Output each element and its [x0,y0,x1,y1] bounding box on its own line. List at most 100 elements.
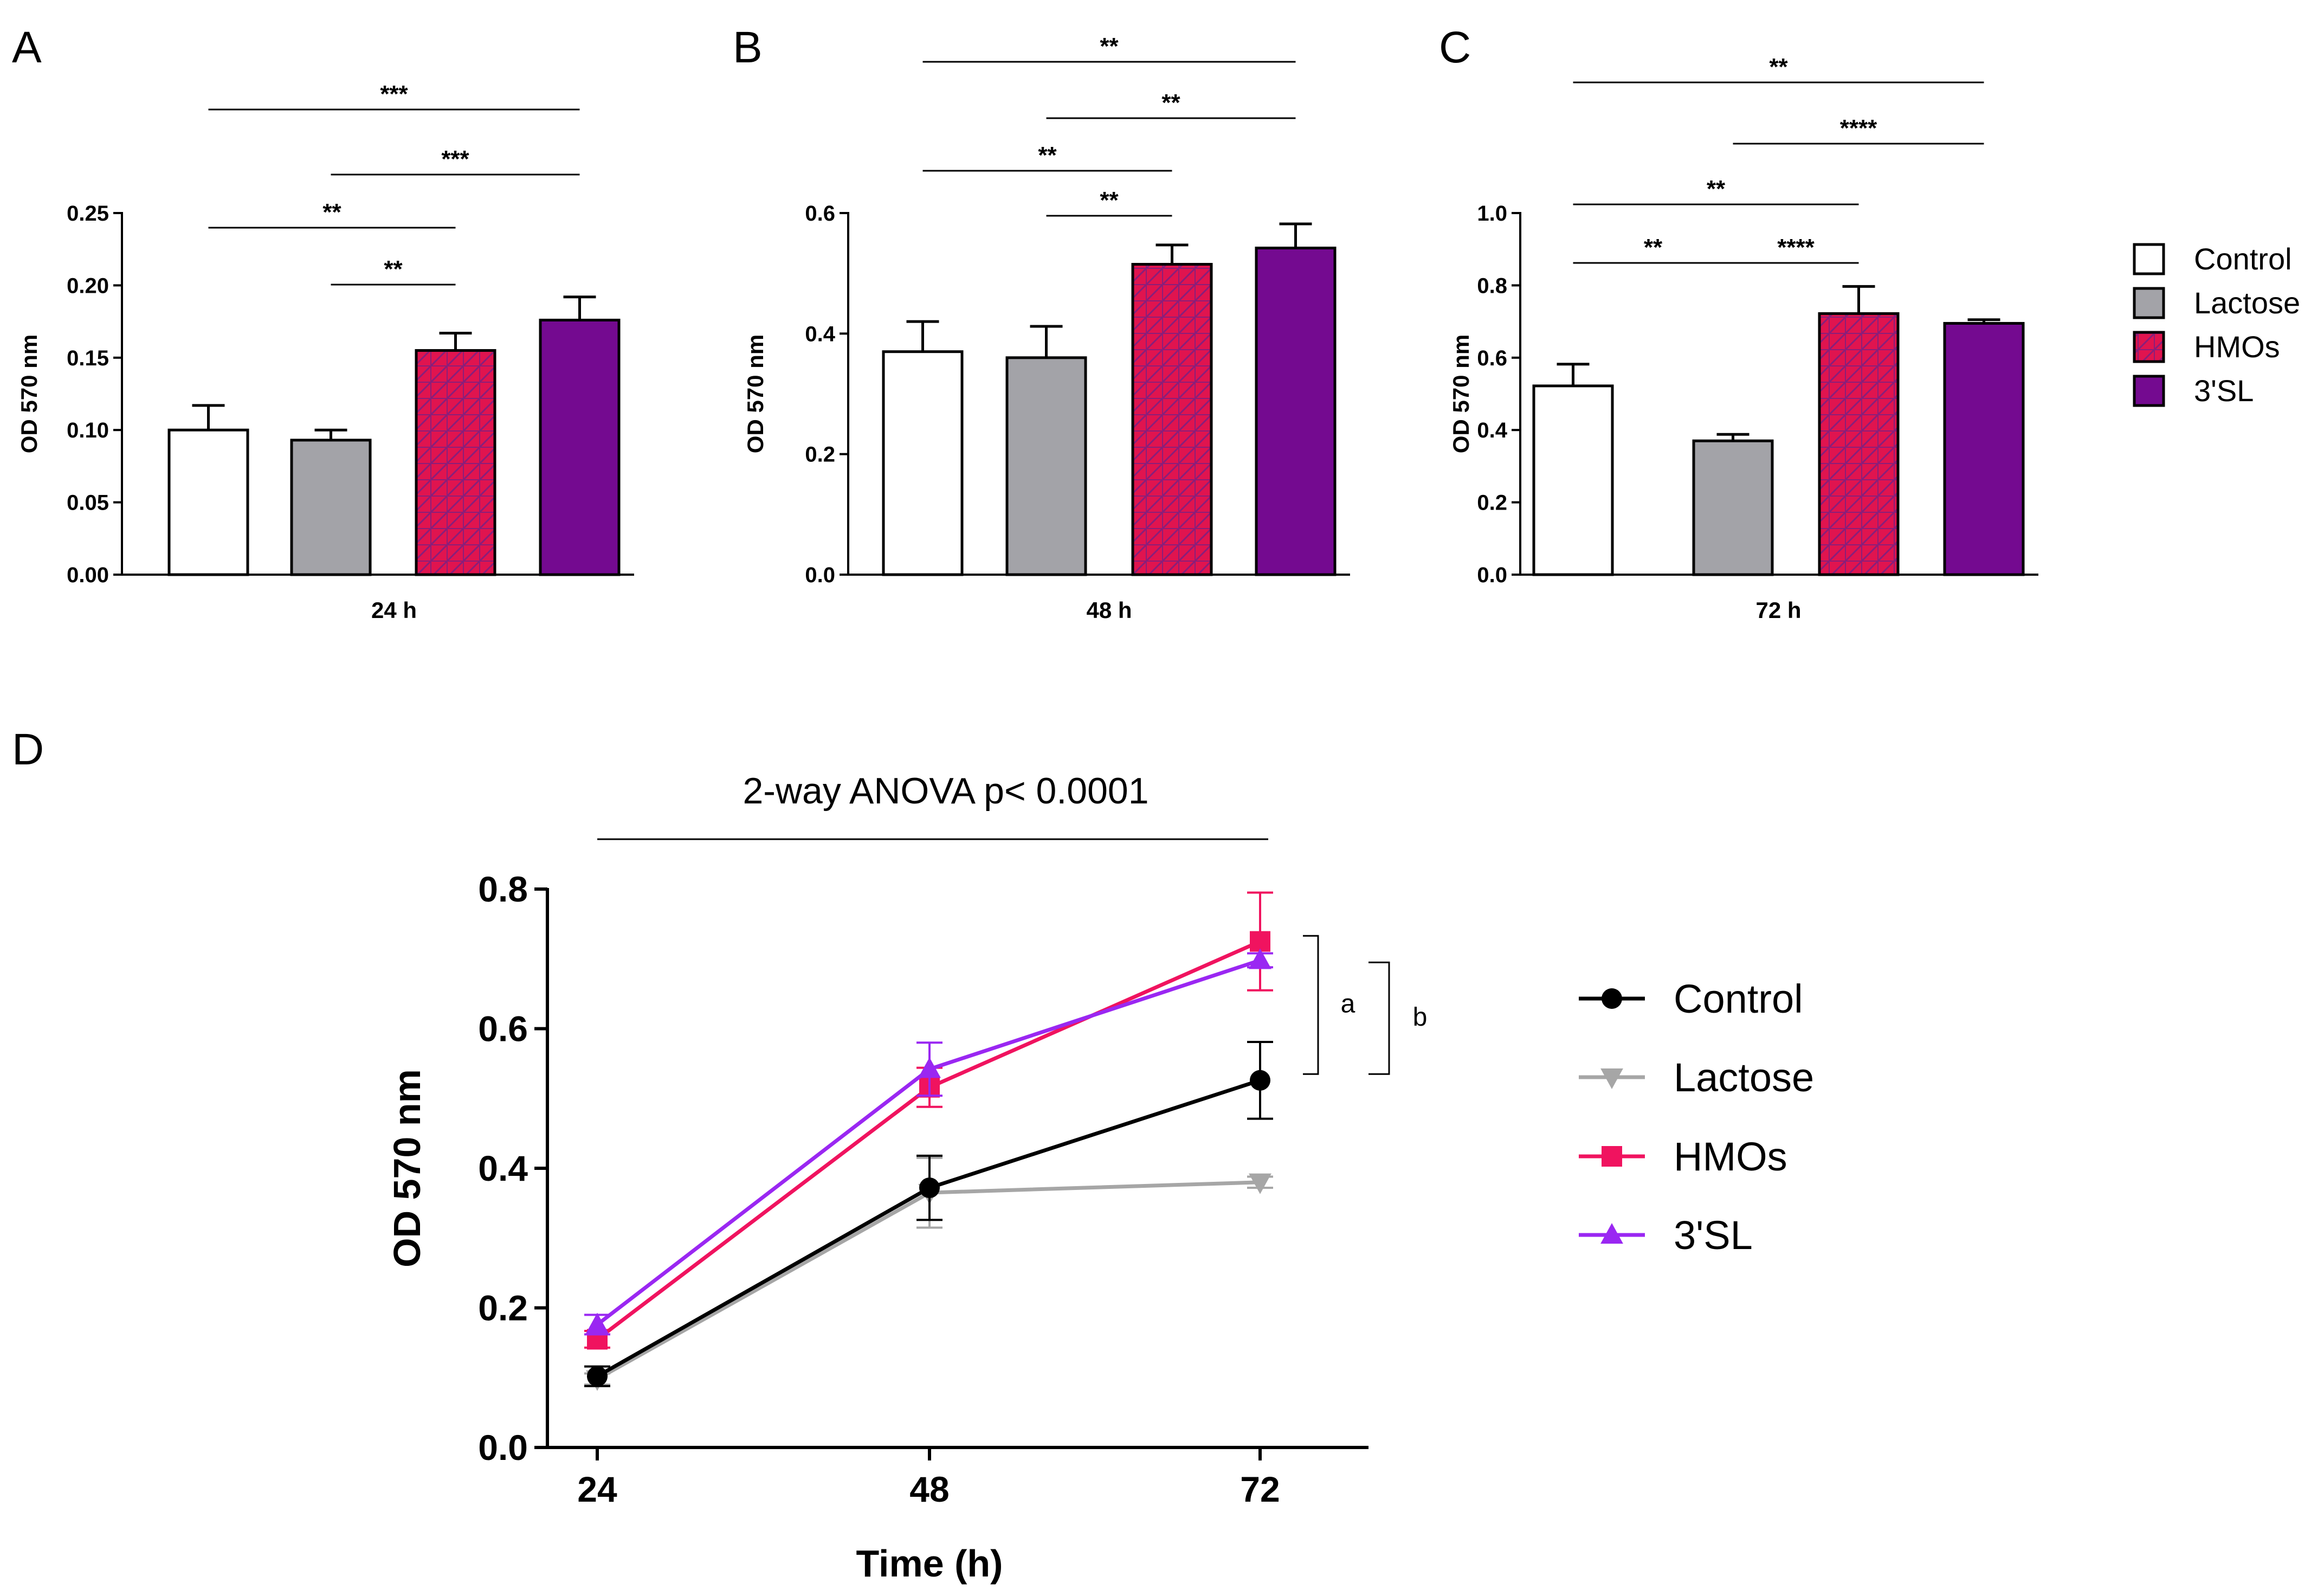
data-point [1249,948,1271,969]
x-axis-title: Time (h) [856,1542,1003,1585]
significance-label: ** [384,256,403,282]
significance-label: ** [1644,234,1663,261]
bracket-b-label: b [1413,1003,1428,1032]
y-tick-label: 0.6 [1477,346,1507,370]
x-axis-title: 72 h [1755,597,1801,623]
data-point [586,1312,609,1334]
significance-label: *** [380,81,408,107]
significance-label: ** [1100,33,1119,60]
legend-swatch-1 [2133,287,2165,319]
series-control [584,1040,1273,1387]
bracket-a [1303,935,1319,1075]
legend-swatch-0 [2133,243,2165,275]
legend-marker-0 [1602,988,1622,1009]
data-point [918,1057,941,1078]
legend-swatch-3 [2133,375,2165,407]
legend-label-1: Lactose [1674,1055,1814,1100]
significance-label: ** [1100,187,1119,214]
y-tick-label: 0.0 [478,1427,528,1468]
bar-lactose [290,439,372,576]
y-tick-label: 0.00 [67,563,109,587]
line-legend: Control Lactose HMOs 3'SL [1579,976,1814,1258]
bracket-a-label: a [1341,990,1355,1019]
legend-marker-1 [1600,1068,1623,1089]
legend-label-2: HMOs [1674,1134,1787,1179]
legend-label-2: HMOs [2194,330,2280,364]
y-tick-label: 1.0 [1477,202,1507,226]
panel-b-letter: B [733,23,763,72]
legend-label-3: 3'SL [1674,1213,1753,1258]
y-tick-label: 0.6 [805,202,835,226]
legend-label-1: Lactose [2194,286,2300,320]
y-tick-label: 0.05 [67,491,109,515]
x-tick-label: 24 [577,1469,617,1509]
bracket-b [1368,961,1390,1075]
bar-lactose [1005,356,1087,576]
y-tick-label: 0.4 [805,322,835,346]
y-tick-label: 0.2 [1477,491,1507,515]
significance-label: ** [1038,142,1057,169]
y-axis-title: OD 570 nm [16,334,42,453]
significance-label: **** [1777,234,1815,261]
legend-label-0: Control [2194,242,2292,276]
panel-c-letter: C [1439,23,1471,72]
y-axis-title: OD 570 nm [743,334,768,453]
y-tick-label: 0.10 [67,419,109,442]
panel-d-letter: D [12,725,44,774]
panel-b-chart: B 0.0 0.2 0.4 0.6 OD 570 nm 48 h ** ** ** ** [733,23,1350,623]
series-line [596,958,1261,1327]
panel-d-chart: D 2-way ANOVA p< 0.0001 0.0 0.2 0.4 0.6 0.8 2… [12,725,1427,1585]
x-axis-title: 24 h [371,597,417,623]
data-point [1250,1070,1270,1091]
data-point [1250,931,1270,952]
legend-swatch-2 [2133,331,2165,363]
legend-marker-2 [1602,1146,1622,1167]
significance-label: ** [322,199,341,226]
bar-control [167,428,249,576]
y-axis-title: OD 570 nm [386,1069,428,1267]
y-tick-label: 0.2 [478,1288,528,1328]
data-point [587,1366,608,1387]
y-tick-label: 0.25 [67,202,109,226]
y-tick-label: 0.20 [67,274,109,298]
y-axis-title: OD 570 nm [1448,334,1474,453]
series-line [596,939,1261,1341]
y-tick-label: 0.0 [805,563,835,587]
bar-hmos [415,349,496,576]
series-hmos [584,891,1273,1350]
x-tick-label: 72 [1240,1469,1280,1509]
y-tick-label: 0.15 [67,346,109,370]
y-tick-label: 0.8 [478,869,528,909]
significance-label: ** [1769,54,1788,80]
legend-label-0: Control [1674,976,1803,1021]
bar-3sl [1943,321,2025,576]
x-axis-title: 48 h [1086,597,1132,623]
bar-3sl [1255,246,1337,576]
bar-3sl [539,318,621,576]
y-tick-label: 0.4 [478,1148,528,1188]
x-tick-label: 48 [909,1469,949,1509]
significance-label: ** [1707,176,1726,202]
y-tick-label: 0.6 [478,1009,528,1049]
bar-lactose [1692,439,1774,576]
y-tick-label: 0.2 [805,443,835,467]
significance-label: ** [1161,89,1180,116]
significance-label: *** [441,146,469,172]
data-point [919,1177,940,1199]
series-3sl [584,948,1273,1336]
y-tick-label: 0.8 [1477,274,1507,298]
y-tick-label: 0.0 [1477,563,1507,587]
anova-annotation: 2-way ANOVA p< 0.0001 [743,770,1148,812]
significance-label: **** [1840,115,1877,141]
bar-control [1532,384,1614,576]
bar-legend: Control Lactose HMOs 3'SL [2133,242,2300,408]
panel-a-chart: A 0.00 0.05 0.10 0.15 0.20 0.25 OD 570 nm 24 h *… [12,23,634,623]
legend-marker-3 [1600,1223,1623,1244]
data-point [1249,1173,1271,1194]
bar-hmos [1131,262,1213,576]
bar-hmos [1818,312,1900,576]
panel-a-letter: A [12,23,42,72]
legend-label-3: 3'SL [2194,374,2254,408]
